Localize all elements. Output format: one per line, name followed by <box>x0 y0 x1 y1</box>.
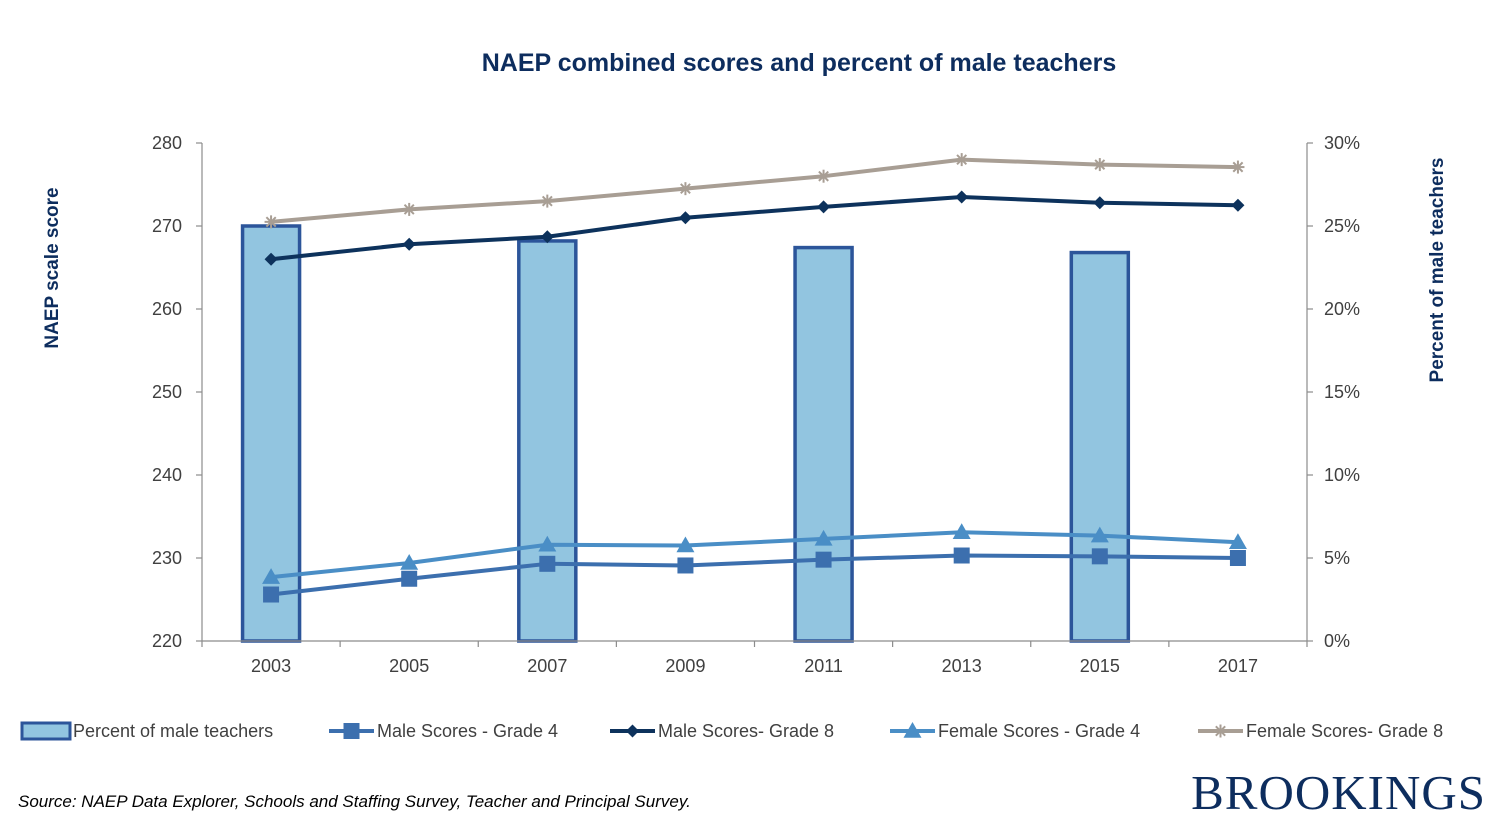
point-1-2009 <box>678 211 692 225</box>
point-1-2005 <box>402 237 416 251</box>
series-line-1 <box>270 194 1238 262</box>
point-3-2011 <box>817 169 831 183</box>
chart-title: NAEP combined scores and percent of male… <box>482 49 1117 77</box>
left-tick-label: 260 <box>152 299 182 319</box>
right-axis-title: Percent of male teachers <box>1427 158 1448 383</box>
left-tick-label: 240 <box>152 465 182 485</box>
point-2-2013 <box>952 523 971 540</box>
x-tick-label: 2017 <box>1218 656 1258 676</box>
right-tick-label: 20% <box>1324 299 1360 319</box>
legend-label: Male Scores - Grade 4 <box>377 721 558 741</box>
x-tick-label: 2015 <box>1080 656 1120 676</box>
point-2-2005 <box>400 553 419 570</box>
point-3-2015 <box>1093 158 1107 172</box>
legend-label: Female Scores - Grade 4 <box>938 721 1140 741</box>
point-1-2017 <box>1231 198 1245 212</box>
right-tick-label: 0% <box>1324 631 1350 651</box>
legend-label: Percent of male teachers <box>73 721 273 741</box>
point-1-2011 <box>817 200 831 214</box>
x-tick-label: 2005 <box>389 656 429 676</box>
right-tick-label: 15% <box>1324 382 1360 402</box>
left-axis-title: NAEP scale score <box>42 187 63 348</box>
right-tick-label: 10% <box>1324 465 1360 485</box>
legend-marker-2 <box>626 724 639 738</box>
source-note: Source: NAEP Data Explorer, Schools and … <box>18 792 691 811</box>
bar-2007 <box>517 239 578 643</box>
point-3-2007 <box>540 194 554 208</box>
x-tick-label: 2009 <box>665 656 705 676</box>
brand-logo: BROOKINGS <box>1191 765 1486 820</box>
bar-2011 <box>793 245 854 643</box>
point-2-2017 <box>1228 533 1247 549</box>
point-2-2009 <box>676 536 695 553</box>
point-0-2011 <box>815 551 832 568</box>
point-0-2017 <box>1229 550 1246 566</box>
left-tick-label: 280 <box>152 133 182 153</box>
legend-label: Male Scores- Grade 8 <box>658 721 834 741</box>
x-tick-label: 2007 <box>527 656 567 676</box>
point-0-2007 <box>539 555 556 572</box>
point-0-2015 <box>1091 548 1108 565</box>
left-tick-label: 250 <box>152 382 182 402</box>
legend-marker-1 <box>343 723 360 739</box>
legend-marker-3 <box>903 722 922 738</box>
right-tick-label: 25% <box>1324 216 1360 236</box>
point-0-2009 <box>677 557 694 574</box>
point-2-2003 <box>262 568 281 584</box>
point-2-2015 <box>1090 526 1109 543</box>
point-3-2003 <box>264 215 278 229</box>
point-3-2013 <box>955 153 969 167</box>
x-tick-label: 2013 <box>942 656 982 676</box>
series-line-2 <box>270 530 1239 580</box>
left-tick-label: 220 <box>152 631 182 651</box>
right-tick-label: 30% <box>1324 133 1360 153</box>
point-1-2003 <box>264 252 278 266</box>
bar-2015 <box>1069 250 1131 643</box>
point-3-2017 <box>1231 160 1245 174</box>
x-tick-label: 2011 <box>804 656 843 676</box>
point-2-2007 <box>538 535 557 552</box>
x-tick-label: 2003 <box>251 656 291 676</box>
point-1-2007 <box>540 230 554 244</box>
point-2-2011 <box>814 529 833 546</box>
right-tick-label: 5% <box>1324 548 1350 568</box>
legend-swatch-bar <box>20 721 72 741</box>
series-line-0 <box>270 553 1238 597</box>
point-1-2015 <box>1093 196 1107 210</box>
left-tick-label: 230 <box>152 548 182 568</box>
point-0-2013 <box>953 547 970 564</box>
point-3-2009 <box>678 182 692 196</box>
left-tick-label: 270 <box>152 216 182 236</box>
point-0-2005 <box>401 570 418 587</box>
legend-marker-4 <box>1214 724 1227 738</box>
legend-label: Female Scores- Grade 8 <box>1246 721 1443 741</box>
point-1-2013 <box>955 190 969 204</box>
point-0-2003 <box>263 586 280 603</box>
point-3-2005 <box>402 202 416 216</box>
series-line-3 <box>270 157 1238 224</box>
